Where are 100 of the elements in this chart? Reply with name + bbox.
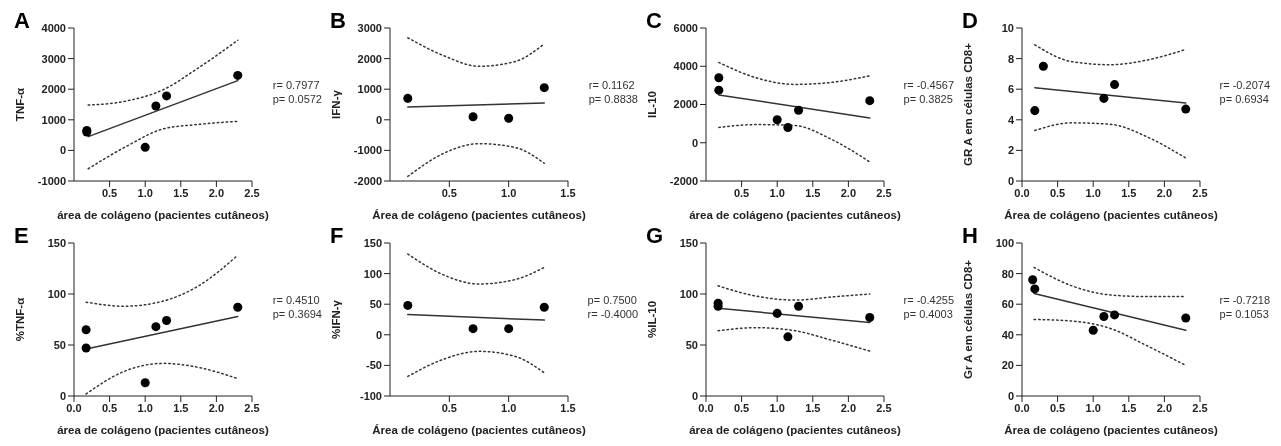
text: p= 0.8838 [588, 92, 638, 106]
chart-title: F [330, 223, 344, 249]
y-tick-label: -50 [366, 359, 382, 372]
point [865, 96, 875, 106]
y-tick-label: 0 [691, 136, 698, 149]
point [539, 302, 549, 312]
x-tick-label: 2.0 [1156, 401, 1173, 414]
x-tick-label: 1.0 [501, 186, 517, 199]
y-tick-label: 20 [1001, 359, 1014, 372]
line-series [87, 39, 239, 106]
y-tick-label: 4 [1007, 113, 1015, 126]
point [714, 73, 724, 83]
x-tick-label: 1.5 [1121, 186, 1137, 199]
x-axis-title: área de colágeno (pacientes cutâneos) [57, 209, 269, 221]
y-tick-label: 150 [47, 236, 66, 249]
x-tick-label: 1.5 [560, 186, 576, 199]
y-tick-label: 2000 [357, 52, 382, 65]
line-series [1034, 44, 1187, 66]
y-axis-title: %IFN-γ [330, 299, 343, 339]
y-tick-label: -1000 [353, 144, 382, 157]
line-series [407, 37, 546, 67]
x-tick-label: 0.5 [733, 401, 750, 414]
chart-title: H [962, 223, 978, 249]
point [151, 101, 161, 111]
x-tick-label: 0.0 [698, 401, 714, 414]
point [1028, 275, 1038, 285]
point [162, 91, 172, 101]
point [1088, 325, 1098, 335]
x-tick-label: 1.0 [1085, 401, 1101, 414]
y-tick-label: 1000 [41, 113, 66, 126]
chart-title: G [646, 223, 664, 249]
point [233, 70, 243, 80]
y-tick-label: -100 [359, 389, 382, 402]
x-tick-label: 1.5 [560, 401, 576, 414]
x-tick-label: 1.5 [805, 186, 821, 199]
x-tick-label: 0.5 [101, 186, 118, 199]
y-tick-label: 100 [995, 236, 1014, 249]
x-tick-label: 2.0 [208, 186, 225, 199]
x-tick-label: 0.5 [733, 186, 750, 199]
text: p= 0.0572 [272, 92, 322, 106]
text: p= 0.4003 [903, 307, 954, 321]
line-series [87, 120, 239, 170]
line-series [1033, 318, 1187, 367]
x-tick-label: 2.5 [876, 186, 892, 199]
text: r= -0.4000 [587, 307, 638, 321]
y-tick-label: -2000 [353, 174, 382, 187]
point [162, 316, 172, 326]
line-series [407, 142, 546, 178]
point [504, 324, 514, 334]
y-tick-label: 8 [1007, 52, 1014, 65]
y-tick-label: 1000 [357, 83, 382, 96]
x-axis-title: área de colágeno (pacientes cutâneos) [57, 424, 269, 436]
line-series [407, 350, 546, 378]
x-tick-label: 0.5 [1049, 401, 1066, 414]
x-tick-label: 1.0 [769, 401, 785, 414]
chart-title: A [14, 8, 30, 34]
point [1038, 61, 1048, 71]
line-series [1034, 122, 1187, 159]
line-series [85, 254, 239, 307]
line-series [718, 61, 871, 86]
line-series [718, 123, 871, 163]
point [468, 324, 478, 334]
y-tick-label: 0 [1007, 174, 1014, 187]
text: p= 0.1053 [1219, 307, 1270, 321]
y-tick-label: 40 [1001, 328, 1014, 341]
point [403, 93, 413, 103]
line-series [85, 362, 239, 395]
chart-title: D [962, 8, 978, 34]
y-axis-title: %IL-10 [646, 300, 659, 339]
y-axis-title: %TNF-α [14, 297, 27, 342]
y-tick-label: 50 [369, 298, 382, 311]
text: r= 0.7977 [272, 78, 321, 92]
point [403, 300, 413, 310]
x-tick-label: 2.0 [840, 401, 857, 414]
point [772, 115, 782, 125]
x-tick-label: 1.0 [769, 186, 785, 199]
x-tick-label: 1.0 [1085, 186, 1101, 199]
point [714, 85, 724, 95]
x-axis-title: Área de colágeno (pacientes cutâneos) [372, 424, 586, 436]
x-axis-title: área de colágeno (pacientes cutâneos) [689, 209, 901, 221]
y-axis-title: GR A em células CD8+ [962, 42, 975, 166]
y-tick-label: 0 [59, 389, 66, 402]
point [151, 322, 161, 332]
x-tick-label: 2.0 [840, 186, 857, 199]
y-tick-label: 100 [363, 267, 382, 280]
x-tick-label: 2.5 [1192, 401, 1208, 414]
x-tick-label: 1.5 [173, 401, 189, 414]
text: p= 0.3694 [272, 307, 322, 321]
y-tick-label: 2 [1007, 144, 1014, 157]
point [1181, 104, 1191, 114]
text: r= 0.4510 [272, 293, 321, 307]
y-axis-title: IFN-γ [330, 89, 343, 119]
x-tick-label: 2.5 [244, 186, 260, 199]
text: r= -0.4255 [903, 293, 954, 307]
point [783, 332, 793, 342]
point [1099, 311, 1109, 321]
y-tick-label: 10 [1001, 21, 1014, 34]
point [504, 113, 514, 123]
y-tick-label: 0 [375, 113, 382, 126]
y-tick-label: -2000 [669, 174, 698, 187]
